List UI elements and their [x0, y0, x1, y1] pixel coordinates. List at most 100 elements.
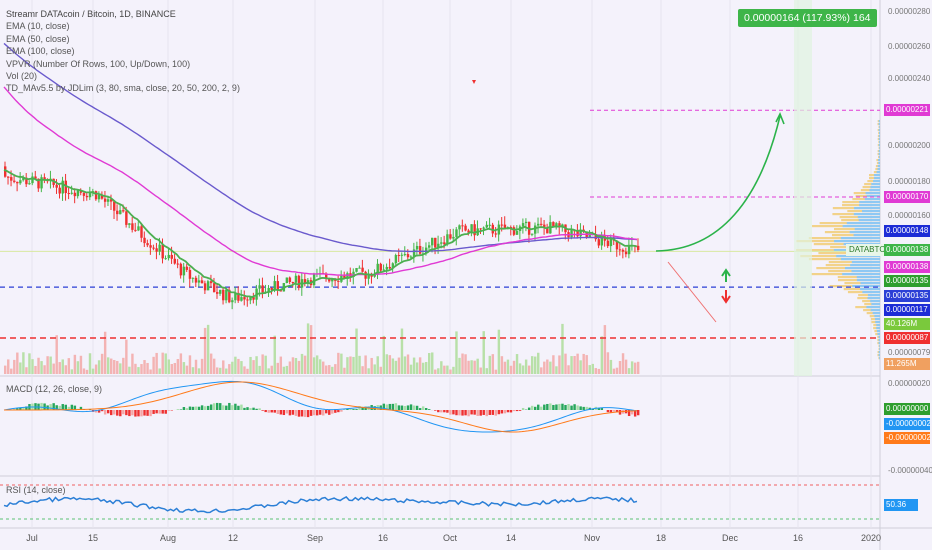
indicator-ema50[interactable]: EMA (50, close) — [6, 33, 70, 44]
volume-bar — [97, 360, 101, 374]
indicator-volume[interactable]: Vol (20) — [6, 71, 38, 82]
macd-histogram-bar — [216, 402, 219, 410]
vpvr-bar — [854, 228, 880, 231]
candle — [258, 285, 261, 289]
macd-histogram-bar — [540, 406, 543, 410]
macd-histogram-bar — [197, 406, 201, 410]
volume-bar — [434, 369, 437, 374]
indicator-ema10[interactable]: EMA (10, close) — [6, 21, 70, 32]
candle — [28, 183, 31, 185]
macd-histogram-bar — [428, 409, 431, 410]
volume-bar — [40, 361, 43, 374]
candle — [385, 266, 389, 270]
candle — [279, 290, 283, 292]
volume-bar — [606, 352, 610, 374]
vpvr-bar — [862, 291, 880, 294]
vpvr-bar — [846, 222, 880, 225]
vpvr-bar — [860, 288, 880, 291]
volume-bar — [43, 365, 46, 374]
candle — [167, 254, 170, 259]
volume-bar — [161, 352, 164, 374]
rsi-label[interactable]: RSI (14, close) — [6, 485, 66, 495]
volume-bar — [152, 356, 155, 374]
volume-bar — [521, 365, 525, 374]
candle — [134, 229, 137, 231]
volume-bar — [103, 331, 107, 374]
volume-bar — [630, 361, 634, 374]
macd-histogram-bar — [19, 407, 22, 410]
macd-histogram-bar — [146, 410, 149, 416]
macd-histogram-bar — [636, 410, 640, 416]
macd-bottom-tick: -0.00000040 — [888, 466, 932, 475]
candle — [88, 193, 92, 198]
volume-bar — [440, 361, 443, 374]
vpvr-bar — [870, 309, 880, 312]
macd-histogram-bar — [243, 407, 246, 410]
candle — [285, 277, 289, 284]
candle — [446, 234, 449, 245]
volume-bar — [449, 369, 452, 374]
candle — [185, 266, 189, 270]
vpvr-bar — [876, 327, 880, 330]
candle — [303, 279, 307, 284]
volume-bar — [337, 352, 340, 374]
macd-histogram-bar — [406, 405, 410, 410]
volume-bar — [518, 363, 522, 374]
price-badge-last: 0.00000138 — [884, 244, 930, 256]
macd-histogram-bar — [22, 407, 25, 410]
macd-histogram-bar — [43, 403, 46, 410]
volume-bar — [503, 361, 507, 374]
candle — [216, 292, 219, 294]
macd-histogram-bar — [421, 406, 425, 410]
macd-histogram-bar — [309, 410, 313, 416]
chart-title: Streamr DATAcoin / Bitcoin, 1D, BINANCE — [6, 9, 176, 19]
candle — [97, 194, 101, 200]
macd-histogram-bar — [364, 406, 367, 410]
macd-histogram-bar — [334, 410, 337, 413]
macd-histogram-bar — [546, 403, 549, 410]
candle — [143, 237, 146, 244]
macd-histogram-bar — [455, 410, 458, 416]
candle — [388, 266, 392, 269]
volume-bar — [249, 356, 252, 374]
volume-bar — [134, 363, 137, 374]
time-tick: Oct — [442, 533, 458, 543]
volume-bar — [403, 356, 407, 374]
indicator-vpvr[interactable]: VPVR (Number Of Rows, 100, Up/Down, 100) — [6, 58, 191, 69]
macd-histogram-bar — [52, 403, 55, 410]
candle — [397, 255, 401, 257]
volume-bar — [270, 365, 273, 374]
macd-histogram-bar — [206, 405, 210, 410]
candle — [482, 227, 485, 229]
candle — [176, 263, 180, 265]
vpvr-bar — [877, 168, 880, 171]
macd-histogram-bar — [203, 406, 207, 410]
macd-histogram-bar — [567, 404, 570, 410]
indicator-td-ma[interactable]: TD_MAv5.5 by JDLim (3, 80, sma, close, 2… — [6, 83, 240, 94]
macd-histogram-bar — [600, 407, 604, 410]
vpvr-bar — [866, 195, 880, 198]
candle — [418, 245, 422, 254]
vpvr-bar — [857, 216, 880, 219]
vpvr-bar — [879, 357, 880, 360]
vpvr-bar — [879, 141, 880, 144]
volume-bar — [627, 368, 631, 374]
macd-histogram-bar — [228, 402, 231, 410]
macd-histogram-bar — [240, 404, 243, 410]
macd-histogram-bar — [179, 409, 183, 410]
volume-bar — [279, 356, 283, 374]
candle — [606, 240, 610, 247]
macd-histogram-bar — [318, 410, 322, 415]
macd-histogram-bar — [273, 410, 276, 413]
vpvr-bar — [842, 225, 880, 228]
indicator-ema100[interactable]: EMA (100, close) — [6, 46, 75, 57]
volume-bar — [624, 359, 628, 374]
volume-bar — [128, 366, 131, 374]
candle — [128, 223, 131, 225]
vpvr-bar — [875, 321, 880, 324]
volume-bar — [7, 359, 10, 374]
volume-bar — [240, 361, 243, 374]
candle — [16, 181, 19, 184]
macd-label[interactable]: MACD (12, 26, close, 9) — [6, 384, 103, 394]
